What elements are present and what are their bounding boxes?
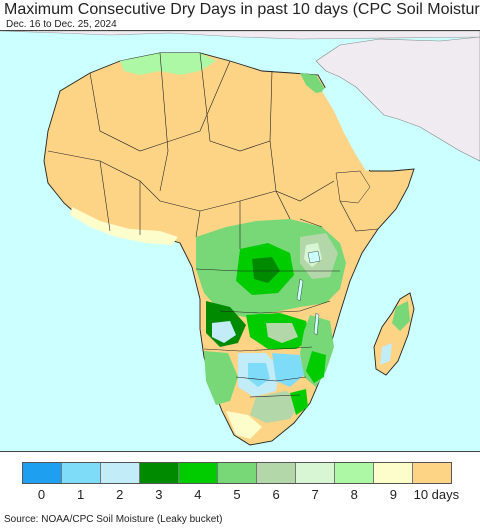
- africa-map: [0, 30, 480, 452]
- europe-landmass: [0, 31, 480, 40]
- legend-label-10: 10 days: [413, 487, 460, 502]
- legend-swatch-3: [140, 463, 179, 483]
- lake-tanganyika: [296, 278, 304, 302]
- ethiopia-zone: [335, 170, 371, 204]
- legend-swatch-6: [257, 463, 296, 483]
- nile-delta-moist-zone: [300, 73, 326, 93]
- source-note: Source: NOAA/CPC Soil Moisture (Leaky bu…: [4, 514, 223, 525]
- legend-label-5: 5: [233, 487, 241, 502]
- red-sea: [322, 87, 372, 171]
- legend-label-1: 1: [77, 487, 85, 502]
- botswana-core-zone: [248, 363, 270, 387]
- namibia-zone: [204, 351, 238, 405]
- legend-swatch-8: [335, 463, 374, 483]
- date-range: Dec. 16 to Dec. 25, 2024: [6, 19, 117, 30]
- legend-label-9: 9: [389, 487, 397, 502]
- legend-swatch-9: [374, 463, 413, 483]
- angola-light-zone: [212, 321, 236, 343]
- lake-malawi: [313, 312, 320, 336]
- legend-label-3: 3: [155, 487, 163, 502]
- lake-victoria: [307, 250, 321, 264]
- madagascar-moist-zone: [392, 301, 410, 331]
- legend-label-0: 0: [37, 487, 46, 502]
- south-africa-mixed-zone: [250, 391, 302, 423]
- legend-swatch-10: [413, 463, 451, 483]
- map-title: Maximum Consecutive Dry Days in past 10 …: [4, 1, 480, 18]
- maghreb-moist-zone: [120, 53, 216, 75]
- legend-label-2: 2: [116, 487, 124, 502]
- legend-swatch-2: [101, 463, 140, 483]
- western-cape-zone: [226, 411, 262, 439]
- mozambique-wet-zone: [306, 351, 326, 383]
- legend-swatch-0: [23, 463, 62, 483]
- legend-swatch-5: [218, 463, 257, 483]
- zambia-mixed-zone: [266, 323, 298, 343]
- gulf-of-guinea-zone: [70, 207, 178, 245]
- legend-swatch-1: [62, 463, 101, 483]
- legend-label-6: 6: [272, 487, 280, 502]
- country-borders: [47, 52, 379, 398]
- legend-label-7: 7: [311, 487, 319, 502]
- legend-labels: 0 1 2 3 4 5 6 7 8 9 10 days: [22, 487, 459, 503]
- congo-core-zone: [252, 257, 280, 283]
- legend-label-8: 8: [350, 487, 358, 502]
- middle-east-landmass: [315, 36, 480, 162]
- legend-swatch-4: [179, 463, 218, 483]
- legend-swatch-7: [296, 463, 335, 483]
- legend-color-bar: [22, 462, 452, 484]
- legend-label-4: 4: [194, 487, 202, 502]
- madagascar-south-zone: [380, 343, 392, 365]
